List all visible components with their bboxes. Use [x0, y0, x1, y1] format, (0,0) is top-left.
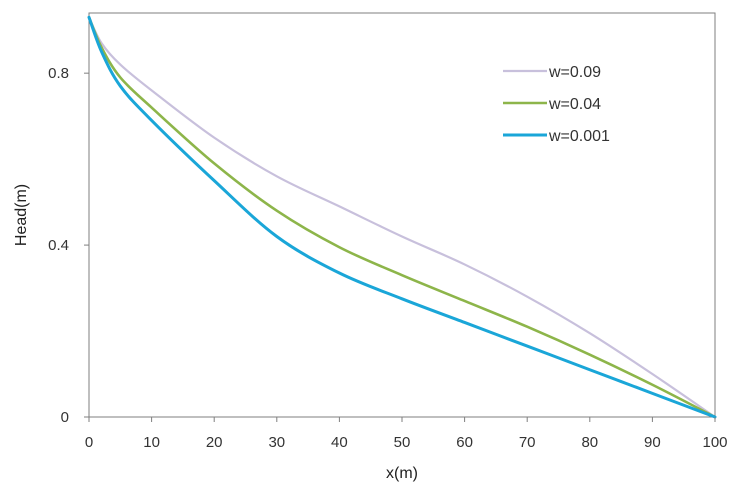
x-tick-label: 50: [394, 434, 411, 451]
series-line-3: [87, 15, 717, 419]
x-tick-label: 80: [581, 434, 598, 451]
y-tick-label: 0: [61, 409, 69, 426]
series-layer: [87, 15, 717, 419]
x-axis-title: x(m): [386, 465, 418, 482]
x-tick-label: 10: [143, 434, 160, 451]
y-axis-title: Head(m): [13, 184, 30, 246]
x-tick-label: 70: [519, 434, 536, 451]
y-tick-label: 0.8: [48, 65, 69, 82]
x-tick-label: 20: [206, 434, 223, 451]
x-axis-ticks: 0 10 20 30 40 50 60 70 80 90 100: [85, 417, 728, 451]
x-tick-label: 0: [85, 434, 93, 451]
plot-area: [88, 12, 716, 418]
series-line-1: [87, 16, 717, 419]
x-tick-label: 40: [331, 434, 348, 451]
legend-label-3: w=0.001: [548, 128, 610, 145]
x-tick-label: 30: [268, 434, 285, 451]
legend-label-2: w=0.04: [548, 96, 601, 113]
legend: w=0.09 w=0.04 w=0.001: [503, 64, 610, 145]
y-axis-ticks: 0 0.4 0.8: [48, 65, 89, 426]
x-tick-label: 100: [702, 434, 727, 451]
x-tick-label: 90: [644, 434, 661, 451]
y-tick-label: 0.4: [48, 237, 69, 254]
series-line-2: [87, 16, 717, 419]
x-tick-label: 60: [456, 434, 473, 451]
legend-label-1: w=0.09: [548, 64, 601, 81]
